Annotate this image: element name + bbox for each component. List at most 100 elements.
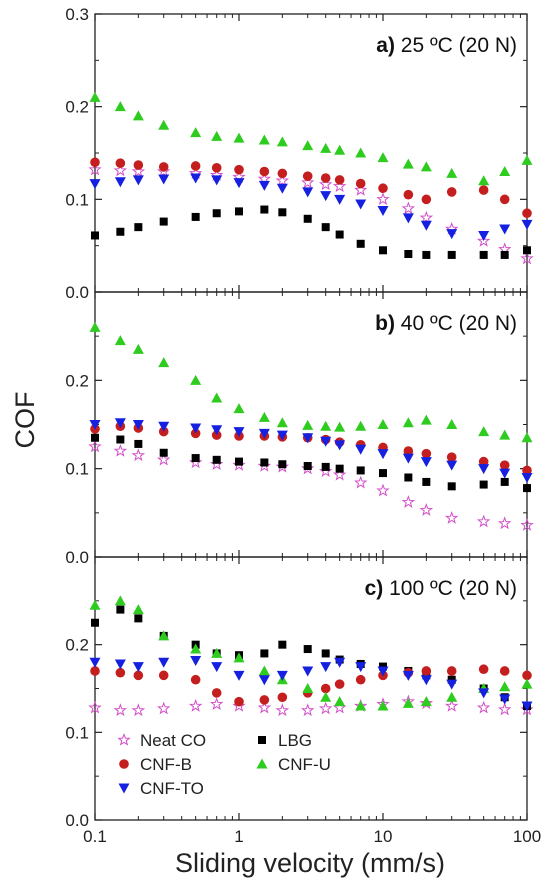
data-point bbox=[302, 419, 314, 430]
panel-label: a) 25 ºC (20 N) bbox=[376, 34, 517, 57]
data-point bbox=[158, 670, 169, 681]
y-tick-label: 0.3 bbox=[65, 5, 89, 24]
data-point bbox=[211, 662, 223, 673]
data-point bbox=[191, 454, 200, 463]
data-point bbox=[276, 136, 288, 147]
data-point bbox=[379, 469, 387, 478]
data-point bbox=[379, 246, 387, 255]
data-point bbox=[234, 696, 244, 707]
y-tick-label: 0.0 bbox=[65, 548, 89, 567]
data-point bbox=[190, 161, 201, 171]
data-point bbox=[132, 175, 144, 186]
data-point bbox=[302, 433, 314, 444]
data-point bbox=[211, 175, 223, 186]
data-point bbox=[233, 427, 245, 438]
data-point bbox=[377, 700, 389, 711]
legend: Neat CO CNF-B CNF-TO LBG CNF-U bbox=[117, 731, 331, 798]
data-point bbox=[300, 703, 315, 717]
data-point bbox=[234, 164, 244, 175]
data-point bbox=[132, 343, 144, 354]
data-point bbox=[211, 392, 223, 403]
data-point bbox=[334, 421, 346, 432]
data-point bbox=[235, 457, 243, 466]
data-point bbox=[355, 420, 367, 431]
data-point bbox=[116, 227, 125, 236]
data-point bbox=[260, 205, 269, 214]
data-point bbox=[355, 674, 366, 685]
legend-label: CNF-B bbox=[140, 755, 192, 774]
data-point bbox=[275, 703, 290, 717]
y-tick-label: 0.1 bbox=[65, 190, 89, 209]
data-point bbox=[422, 477, 431, 486]
data-point bbox=[321, 649, 330, 658]
data-point bbox=[89, 179, 101, 190]
data-point bbox=[446, 691, 458, 702]
data-point bbox=[276, 430, 288, 441]
data-point bbox=[420, 696, 432, 707]
data-point bbox=[258, 134, 270, 145]
data-point bbox=[320, 683, 331, 694]
series-lbg bbox=[91, 433, 531, 493]
series-cnfu bbox=[89, 321, 533, 443]
data-point bbox=[158, 630, 170, 641]
series-cnfu bbox=[89, 91, 533, 186]
data-point bbox=[478, 456, 489, 467]
y-tick-label: 0.0 bbox=[65, 283, 89, 302]
data-point bbox=[302, 171, 313, 181]
data-point bbox=[88, 439, 102, 453]
data-point bbox=[134, 614, 143, 623]
panel-condition: 25 ºC (20 N) bbox=[395, 34, 517, 57]
data-point bbox=[476, 514, 491, 528]
data-point bbox=[188, 455, 203, 469]
data-point bbox=[131, 703, 146, 717]
data-point bbox=[320, 142, 332, 153]
data-point bbox=[113, 703, 128, 717]
data-point bbox=[401, 495, 416, 509]
series-cnfb bbox=[90, 157, 532, 219]
data-point bbox=[500, 250, 509, 259]
data-point bbox=[377, 419, 389, 429]
data-point bbox=[303, 462, 312, 471]
legend-label: CNF-TO bbox=[140, 779, 204, 798]
data-point bbox=[334, 657, 346, 668]
data-point bbox=[332, 179, 347, 193]
panel-1: 0.0 0.1 0.2 0.3 a) 25 ºC (20 N) bbox=[65, 5, 534, 302]
panel-3: 0.0 0.1 0.2 c) 100 ºC (20 N) bbox=[65, 556, 534, 830]
legend-item-cnfb: CNF-B bbox=[119, 755, 192, 774]
data-point bbox=[478, 175, 490, 186]
data-point bbox=[258, 665, 270, 676]
data-point bbox=[259, 695, 270, 705]
data-point bbox=[499, 666, 510, 676]
data-point bbox=[210, 697, 224, 710]
data-point bbox=[478, 185, 489, 195]
data-point bbox=[447, 250, 456, 259]
data-point bbox=[91, 231, 99, 240]
data-point bbox=[354, 183, 368, 196]
data-point bbox=[159, 217, 168, 226]
data-point bbox=[116, 605, 125, 614]
data-point bbox=[302, 140, 314, 151]
data-point bbox=[88, 700, 102, 714]
data-point bbox=[191, 212, 200, 221]
data-point bbox=[88, 162, 102, 176]
data-point bbox=[446, 679, 458, 690]
data-point bbox=[278, 208, 287, 217]
data-point bbox=[90, 666, 100, 676]
data-point bbox=[132, 604, 144, 615]
data-point bbox=[277, 692, 288, 703]
data-point bbox=[522, 208, 532, 219]
data-point bbox=[133, 160, 144, 170]
data-point bbox=[211, 647, 223, 658]
data-point bbox=[404, 250, 413, 259]
data-point bbox=[302, 187, 314, 198]
data-point bbox=[257, 700, 272, 714]
legend-item-cnfu: CNF-U bbox=[256, 755, 331, 774]
series-cnfto bbox=[89, 418, 533, 483]
data-point bbox=[233, 670, 245, 681]
data-point bbox=[303, 214, 312, 223]
data-point bbox=[446, 419, 458, 429]
data-point bbox=[320, 420, 332, 431]
data-point bbox=[133, 670, 144, 681]
data-point bbox=[302, 666, 314, 677]
data-point bbox=[190, 674, 201, 685]
